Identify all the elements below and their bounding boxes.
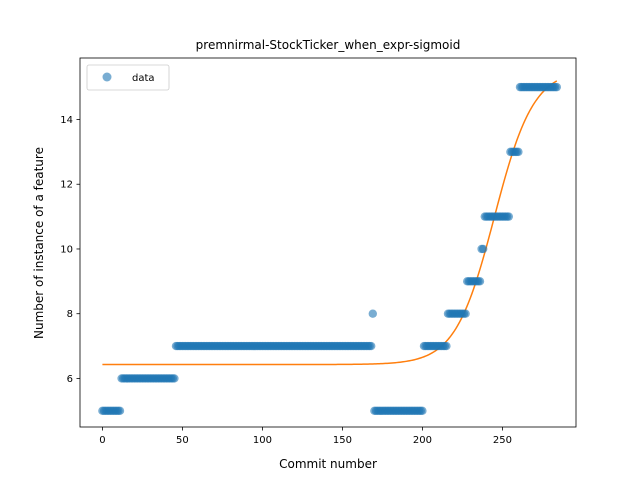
y-tick-label: 6 [67,374,73,385]
y-tick-label: 14 [60,115,73,126]
x-tick-label: 200 [413,435,432,446]
data-point [170,374,179,383]
data-point [442,341,451,351]
x-tick-label: 100 [253,435,272,446]
legend-marker [102,72,112,82]
points-layer [98,82,561,416]
data-point [115,406,125,416]
legend-label: data [132,73,155,84]
data-point [504,212,513,221]
data-point [479,244,488,254]
data-point [552,82,561,92]
x-tick-label: 0 [99,435,105,446]
y-tick-label: 12 [60,180,73,191]
x-tick-label: 250 [493,435,512,446]
x-tick-label: 150 [333,435,352,446]
data-point [367,341,376,351]
data-point [475,277,485,286]
x-axis-label: Commit number [279,457,377,471]
axes-frame [79,57,577,428]
y-tick-label: 10 [60,244,73,255]
fit-layer [102,80,558,366]
y-axis-label: Number of instance of a feature [32,147,46,339]
legend-box [86,64,170,91]
legend: data [86,64,170,91]
y-tick-label: 8 [67,309,73,320]
data-point [514,147,523,157]
y-axis: 6 8 10 12 14 [60,115,80,385]
sigmoid-fit-line [102,80,558,366]
data-point [418,406,427,416]
data-point [368,309,377,318]
x-axis: 0 50 100 150 200 250 [99,427,512,446]
x-tick-label: 50 [176,435,189,446]
data-point [461,309,470,318]
chart-title: premnirmal-StockTicker_when_expr-sigmoid [196,38,461,52]
